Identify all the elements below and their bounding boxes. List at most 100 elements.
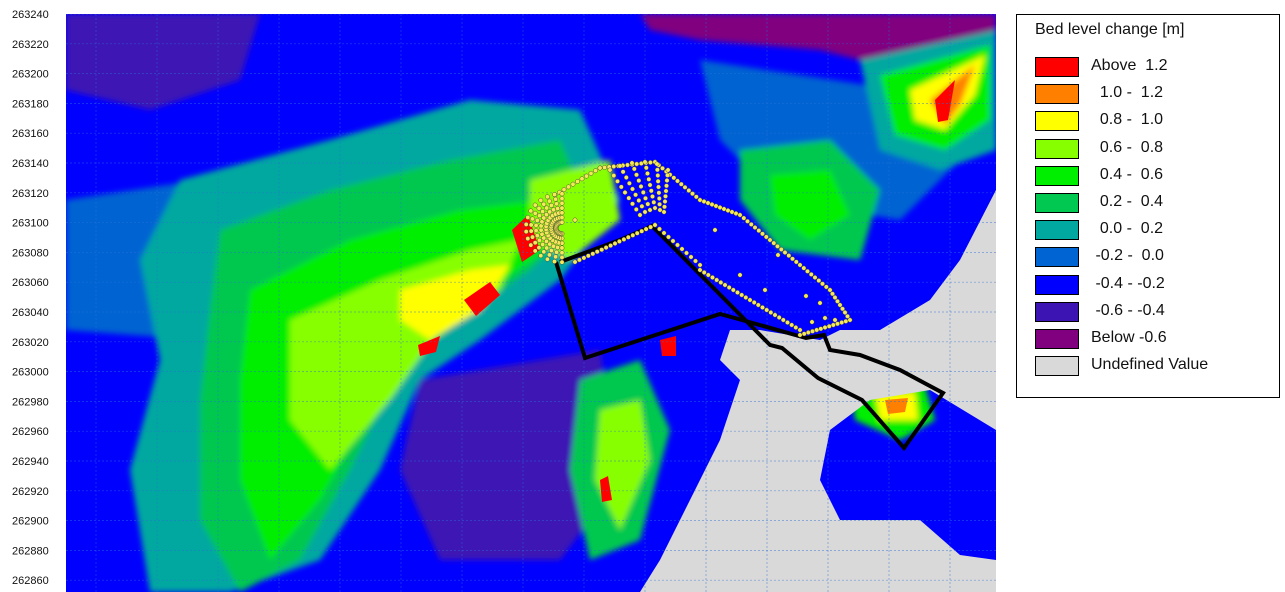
structure-point <box>621 236 627 242</box>
legend-swatch <box>1035 301 1079 322</box>
structure-point <box>638 184 644 189</box>
structure-point <box>839 320 845 325</box>
structure-point <box>525 236 531 242</box>
legend-swatch <box>1035 193 1079 213</box>
structure-point <box>528 208 534 214</box>
legend-label: 0.6 - 0.8 <box>1091 138 1164 156</box>
hotspot-center-small <box>418 336 440 356</box>
legend-swatch <box>1035 220 1079 241</box>
structure-point <box>637 212 643 218</box>
structure-point <box>842 310 848 315</box>
y-tick-label: 263080 <box>12 247 49 259</box>
structure-point <box>648 160 653 165</box>
structure-point <box>622 190 628 195</box>
structure-point <box>705 272 711 278</box>
structure-point <box>670 238 676 244</box>
structure-point <box>751 300 757 305</box>
legend-swatch <box>1035 329 1079 349</box>
structure-point <box>664 178 670 183</box>
structure-point <box>718 280 724 285</box>
structure-point <box>827 287 833 293</box>
structure-point <box>714 277 720 283</box>
legend-item: -0.6 - -0.4 <box>1035 300 1275 324</box>
structure-point <box>654 161 660 167</box>
structure-point <box>561 187 567 193</box>
structure-point <box>648 224 653 230</box>
structure-point <box>661 230 667 236</box>
structure-point <box>615 178 620 184</box>
structure-point <box>538 197 544 203</box>
legend-label: 1.0 - 1.2 <box>1091 84 1164 102</box>
structure-point <box>655 173 661 178</box>
bed-level-change-map[interactable]: 263240 263220 263200 263180 263160 263140 2631… <box>0 0 996 592</box>
structure-point <box>710 275 715 280</box>
structure-point <box>693 194 699 200</box>
structure-point <box>537 213 542 219</box>
structure-point <box>755 302 761 308</box>
y-tick-label: 262960 <box>12 426 49 438</box>
structure-point <box>611 164 617 169</box>
y-axis-ticks: 263240 263220 263200 263180 263160 263140 2631… <box>12 9 49 587</box>
legend-item: Undefined Value <box>1035 354 1275 378</box>
structure-point <box>541 235 547 241</box>
structure-point <box>559 245 565 251</box>
legend-label: 0.8 - 1.0 <box>1091 111 1164 129</box>
structure-point <box>626 195 632 201</box>
structure-point <box>540 209 546 214</box>
structure-point <box>657 226 662 232</box>
y-tick-label: 262900 <box>12 516 49 528</box>
structure-point <box>656 196 662 201</box>
y-tick-label: 263020 <box>12 337 49 349</box>
legend-swatch <box>1035 57 1079 77</box>
structure-point <box>555 245 560 250</box>
structure-point <box>617 238 622 244</box>
structure-point <box>639 203 645 209</box>
structure-point <box>539 219 545 225</box>
structure-point <box>630 186 635 192</box>
structure-point <box>530 234 535 240</box>
structure-point <box>544 212 549 218</box>
structure-point <box>629 160 635 166</box>
legend-item: Below -0.6 <box>1035 327 1275 351</box>
structure-point <box>785 320 790 325</box>
legend-label: Undefined Value <box>1091 356 1209 374</box>
legend-swatch <box>1035 356 1079 377</box>
structure-point <box>648 188 654 194</box>
structure-point <box>528 228 534 234</box>
structure-point <box>682 184 688 190</box>
legend-title: Bed level change [m] <box>1035 21 1185 38</box>
structure-point <box>686 188 692 193</box>
structure-point <box>549 248 554 254</box>
structure-point <box>547 198 552 204</box>
structure-point <box>594 249 600 255</box>
legend-label: 0.0 - 0.2 <box>1091 220 1164 238</box>
structure-point <box>656 190 662 196</box>
map-panel[interactable]: 263240 263220 263200 263180 263160 263140 2631… <box>0 0 996 592</box>
structure-point <box>790 256 795 262</box>
structure-point <box>603 245 609 251</box>
structure-point <box>830 291 835 297</box>
structure-point <box>588 170 594 176</box>
structure-point <box>630 201 635 207</box>
structure-point <box>640 189 646 195</box>
structure-point <box>541 215 547 221</box>
structure-point <box>760 231 765 237</box>
structure-point <box>642 159 648 165</box>
structure-point <box>832 295 838 300</box>
legend: Bed level change [m] Above 1.2 1.0 - 1.2… <box>1016 14 1280 398</box>
structure-point <box>620 169 626 175</box>
structure-points <box>523 159 853 338</box>
structure-point <box>663 193 668 199</box>
structure-point <box>652 222 658 228</box>
structure-point <box>559 205 565 211</box>
structure-point <box>812 275 818 280</box>
structure-point <box>801 265 807 271</box>
structure-point <box>651 199 657 205</box>
structure-point <box>593 168 598 174</box>
y-tick-label: 263200 <box>12 69 49 81</box>
structure-point <box>697 267 703 273</box>
structure-point <box>559 196 565 202</box>
structure-point <box>532 248 538 254</box>
structure-point <box>618 184 624 190</box>
legend-label: 0.2 - 0.4 <box>1091 193 1164 210</box>
